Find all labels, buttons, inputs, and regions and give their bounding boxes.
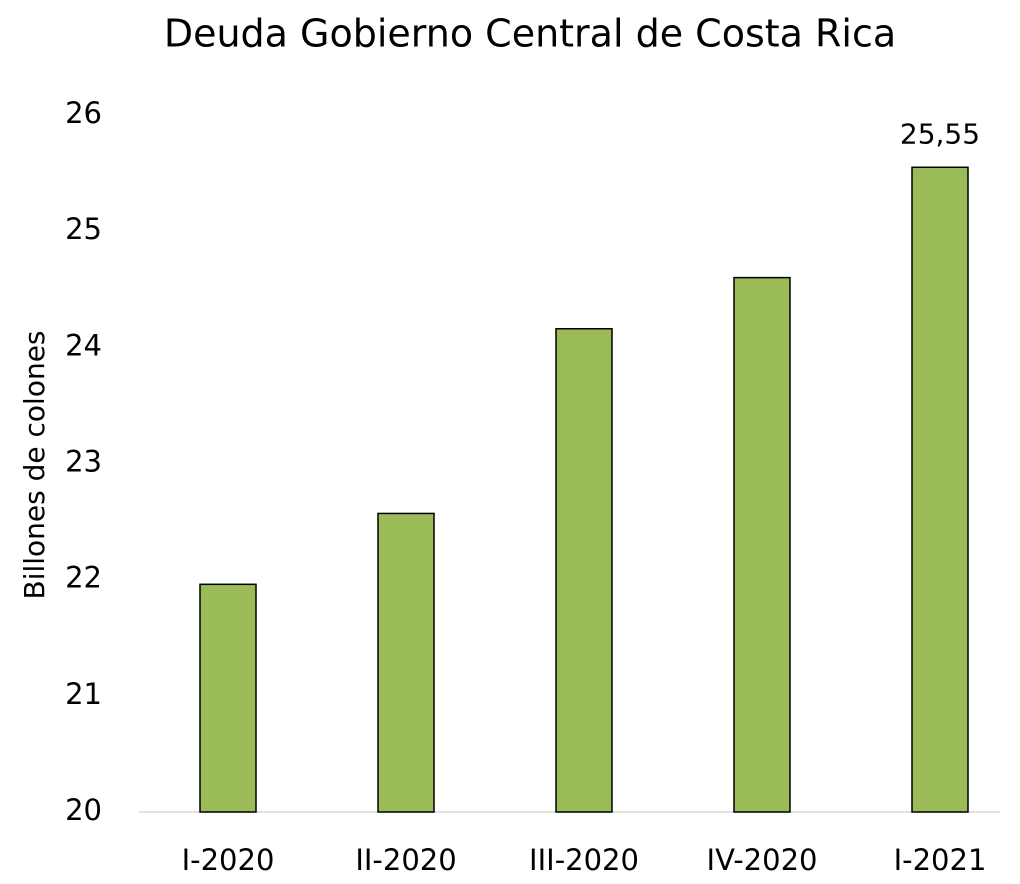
y-tick-label: 26 xyxy=(65,96,102,130)
y-tick-label: 24 xyxy=(65,328,102,362)
y-tick-label: 20 xyxy=(65,793,102,827)
y-tick-label: 25 xyxy=(65,212,102,246)
data-label: 25,55 xyxy=(900,117,980,150)
bar xyxy=(199,583,257,813)
y-tick-label: 22 xyxy=(65,561,102,595)
bar xyxy=(377,512,435,813)
chart-title: Deuda Gobierno Central de Costa Rica xyxy=(164,12,896,56)
bar xyxy=(733,276,791,813)
x-tick-label: I-2020 xyxy=(182,843,275,877)
y-axis-label: Billones de colones xyxy=(18,330,51,599)
y-tick-label: 23 xyxy=(65,445,102,479)
x-tick-label: II-2020 xyxy=(355,843,456,877)
x-tick-label: IV-2020 xyxy=(707,843,818,877)
x-tick-label: I-2021 xyxy=(894,843,987,877)
bar xyxy=(911,166,969,813)
y-tick-label: 21 xyxy=(65,677,102,711)
x-tick-label: III-2020 xyxy=(529,843,639,877)
bar xyxy=(555,327,613,813)
